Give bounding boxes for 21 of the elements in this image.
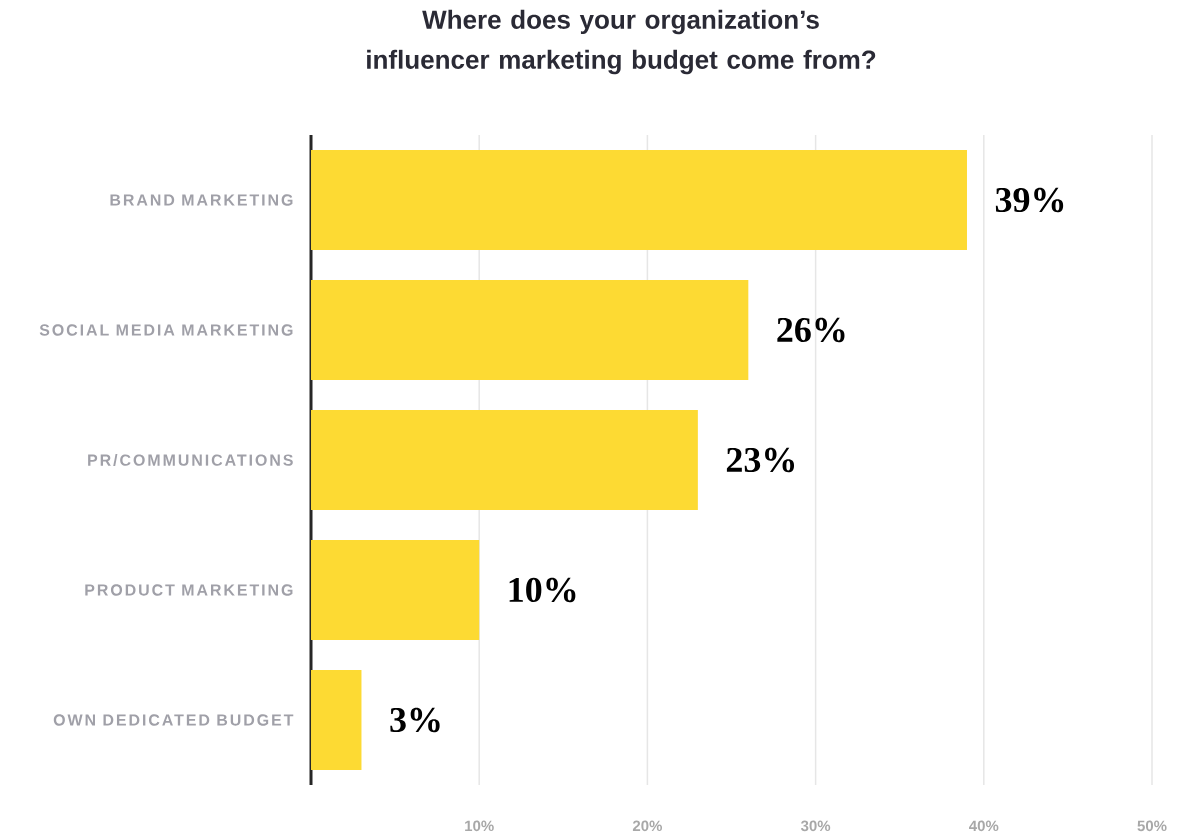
x-tick-label: 40% (969, 820, 999, 832)
x-tick-label: 10% (465, 820, 494, 832)
bar (311, 539, 480, 641)
data-label: 3% (390, 707, 440, 733)
y-tick-label: SOCIAL MEDIA MARKETING (39, 324, 293, 336)
bar (311, 149, 967, 251)
bar (311, 279, 749, 381)
y-tick-label: PR/COMMUNICATIONS (88, 454, 293, 466)
data-label: 23% (726, 447, 795, 473)
data-label: 10% (509, 577, 576, 603)
y-tick-label: PRODUCT MARKETING (85, 584, 293, 596)
x-tick-label: 30% (800, 820, 831, 832)
y-tick-label: OWN DEDICATED BUDGET (53, 714, 294, 726)
chart-title: Where does your organization’s influencer marketing budget come from? (367, 9, 876, 75)
x-tick-label: 50% (1137, 820, 1167, 832)
x-tick-label: 20% (632, 820, 663, 832)
bar (311, 409, 698, 511)
data-label: 26% (777, 317, 845, 343)
bar (311, 669, 362, 771)
y-tick-label: BRAND MARKETING (110, 194, 293, 206)
data-label: 39% (995, 187, 1064, 213)
